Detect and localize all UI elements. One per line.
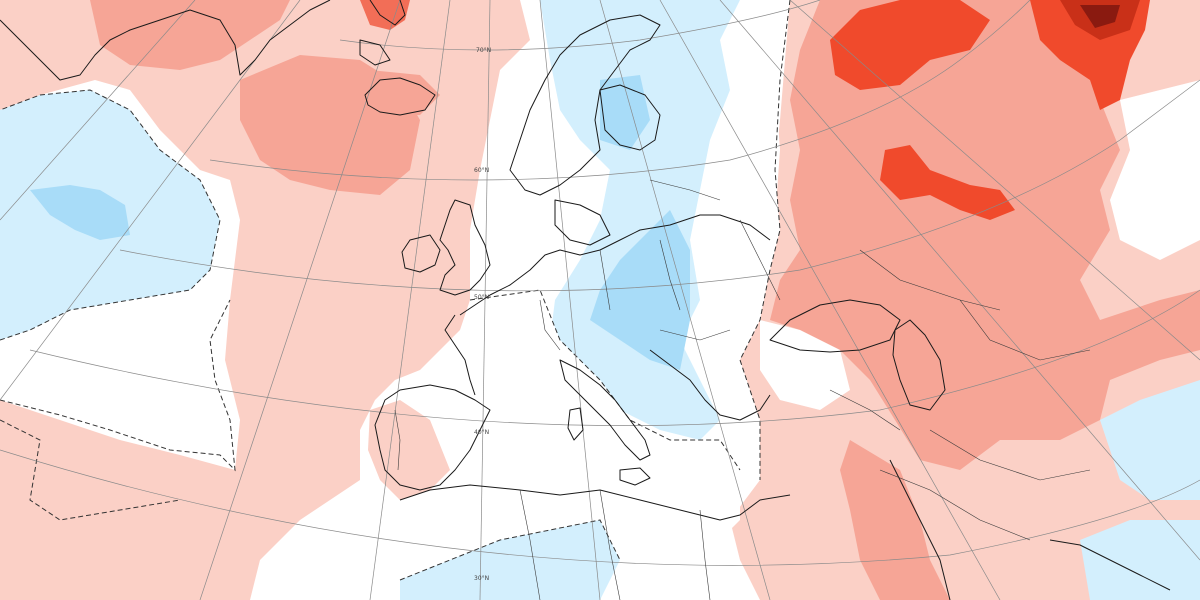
coast-iberia (374, 384, 491, 491)
warm-area-east-2 (770, 0, 1200, 470)
coast-france (444, 314, 476, 396)
neutral-area-far-east (1110, 80, 1200, 260)
coast-caspian (892, 319, 946, 411)
border-germany-poland (599, 249, 611, 311)
coast-norway (509, 14, 661, 196)
coast-greenland (0, 0, 331, 81)
border-france-germany (539, 299, 561, 351)
cool-area-western-atlantic-core (30, 185, 130, 240)
lat-label-30: 30°N (474, 575, 489, 582)
border-russia-kazakhstan (859, 249, 1001, 311)
meridian-w40 (0, 0, 196, 221)
coast-sicily (619, 467, 651, 486)
zero-contour-dashed (0, 0, 791, 581)
border-balkans-1 (659, 329, 731, 341)
coast-north-africa (399, 484, 791, 521)
warm-area-russia-core (830, 0, 990, 90)
lat-label-70: 70°N (476, 47, 491, 54)
cool-area-central-europe (540, 0, 740, 440)
border-north-africa-1 (519, 489, 541, 600)
lat-label-60: 60°N (474, 167, 489, 174)
coast-ireland (401, 234, 441, 273)
warm-area-middle-east (840, 440, 950, 600)
meridian-w10 (369, 0, 451, 600)
border-kazakhstan-south (959, 299, 1091, 361)
border-poland-ukraine (659, 239, 681, 311)
border-north-africa-3 (699, 509, 711, 600)
meridian-0 (479, 0, 491, 600)
coast-persian-gulf (1049, 539, 1171, 591)
coast-sardinia (567, 407, 584, 441)
coast-great-britain (439, 199, 491, 296)
lat-circle-70 (339, 0, 821, 51)
coast-black-sea (769, 299, 901, 353)
coast-red-sea (889, 459, 951, 600)
border-spain-portugal (394, 409, 401, 471)
border-ukraine-russia (739, 219, 781, 301)
coast-europe-north (459, 214, 771, 316)
cool-area-alps-balkans (590, 210, 690, 370)
warm-area-iceland (365, 70, 440, 115)
zero-contour-south (399, 519, 621, 581)
border-baltic-states (649, 179, 721, 201)
border-north-africa-2 (599, 489, 621, 600)
cool-area-north-africa (400, 520, 620, 600)
neutral-area-mid-atlantic (0, 310, 230, 455)
coast-balkans (649, 349, 771, 421)
lat-circle-30 (0, 449, 1200, 566)
coast-greenland-north (369, 0, 406, 26)
country-borders (394, 179, 1091, 600)
meridian-e50 (789, 0, 1200, 361)
meridian-e40 (719, 0, 1200, 561)
zero-contour-east (739, 0, 791, 480)
zero-contour-atlantic-south (0, 299, 236, 472)
meridian-e20 (599, 0, 771, 600)
warm-area-greenland (90, 0, 290, 70)
meridian-w30 (0, 0, 301, 401)
border-iran (929, 429, 1091, 481)
zero-contour-south-atlantic (0, 419, 181, 521)
cool-area-caspian-east (1100, 380, 1200, 500)
coast-italy (559, 359, 651, 461)
lat-circle-50 (119, 79, 1200, 292)
coast-svalbard (359, 39, 391, 66)
cool-area-southeast (1080, 520, 1200, 600)
warm-area-iberia (368, 400, 450, 500)
coast-sweden-finland (599, 84, 661, 151)
warm-area-caspian-core (880, 145, 1015, 220)
border-arabia (879, 469, 1031, 541)
coastlines (0, 0, 1171, 600)
latitude-labels: 70°N 60°N 50°N 40°N 30°N (474, 47, 491, 582)
neutral-area-black-sea-west (760, 320, 850, 410)
lat-label-50: 50°N (474, 294, 489, 301)
lat-label-40: 40°N (474, 429, 489, 436)
warm-area-ural-peak (1080, 5, 1120, 28)
lat-circle-60 (209, 0, 1031, 181)
lat-circle-40 (29, 289, 1200, 426)
coast-iceland (364, 77, 436, 116)
meridian-e30 (659, 0, 1001, 600)
coast-baltic (554, 199, 611, 246)
border-turkey-east (829, 389, 901, 431)
zero-contour-atlantic (0, 89, 221, 341)
meridian-e10 (539, 0, 601, 600)
